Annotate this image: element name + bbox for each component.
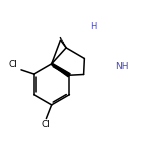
Polygon shape (51, 63, 70, 77)
Text: NH: NH (116, 62, 129, 71)
Text: Cl: Cl (42, 120, 51, 129)
Text: Cl: Cl (9, 60, 17, 69)
Text: H: H (90, 22, 97, 31)
